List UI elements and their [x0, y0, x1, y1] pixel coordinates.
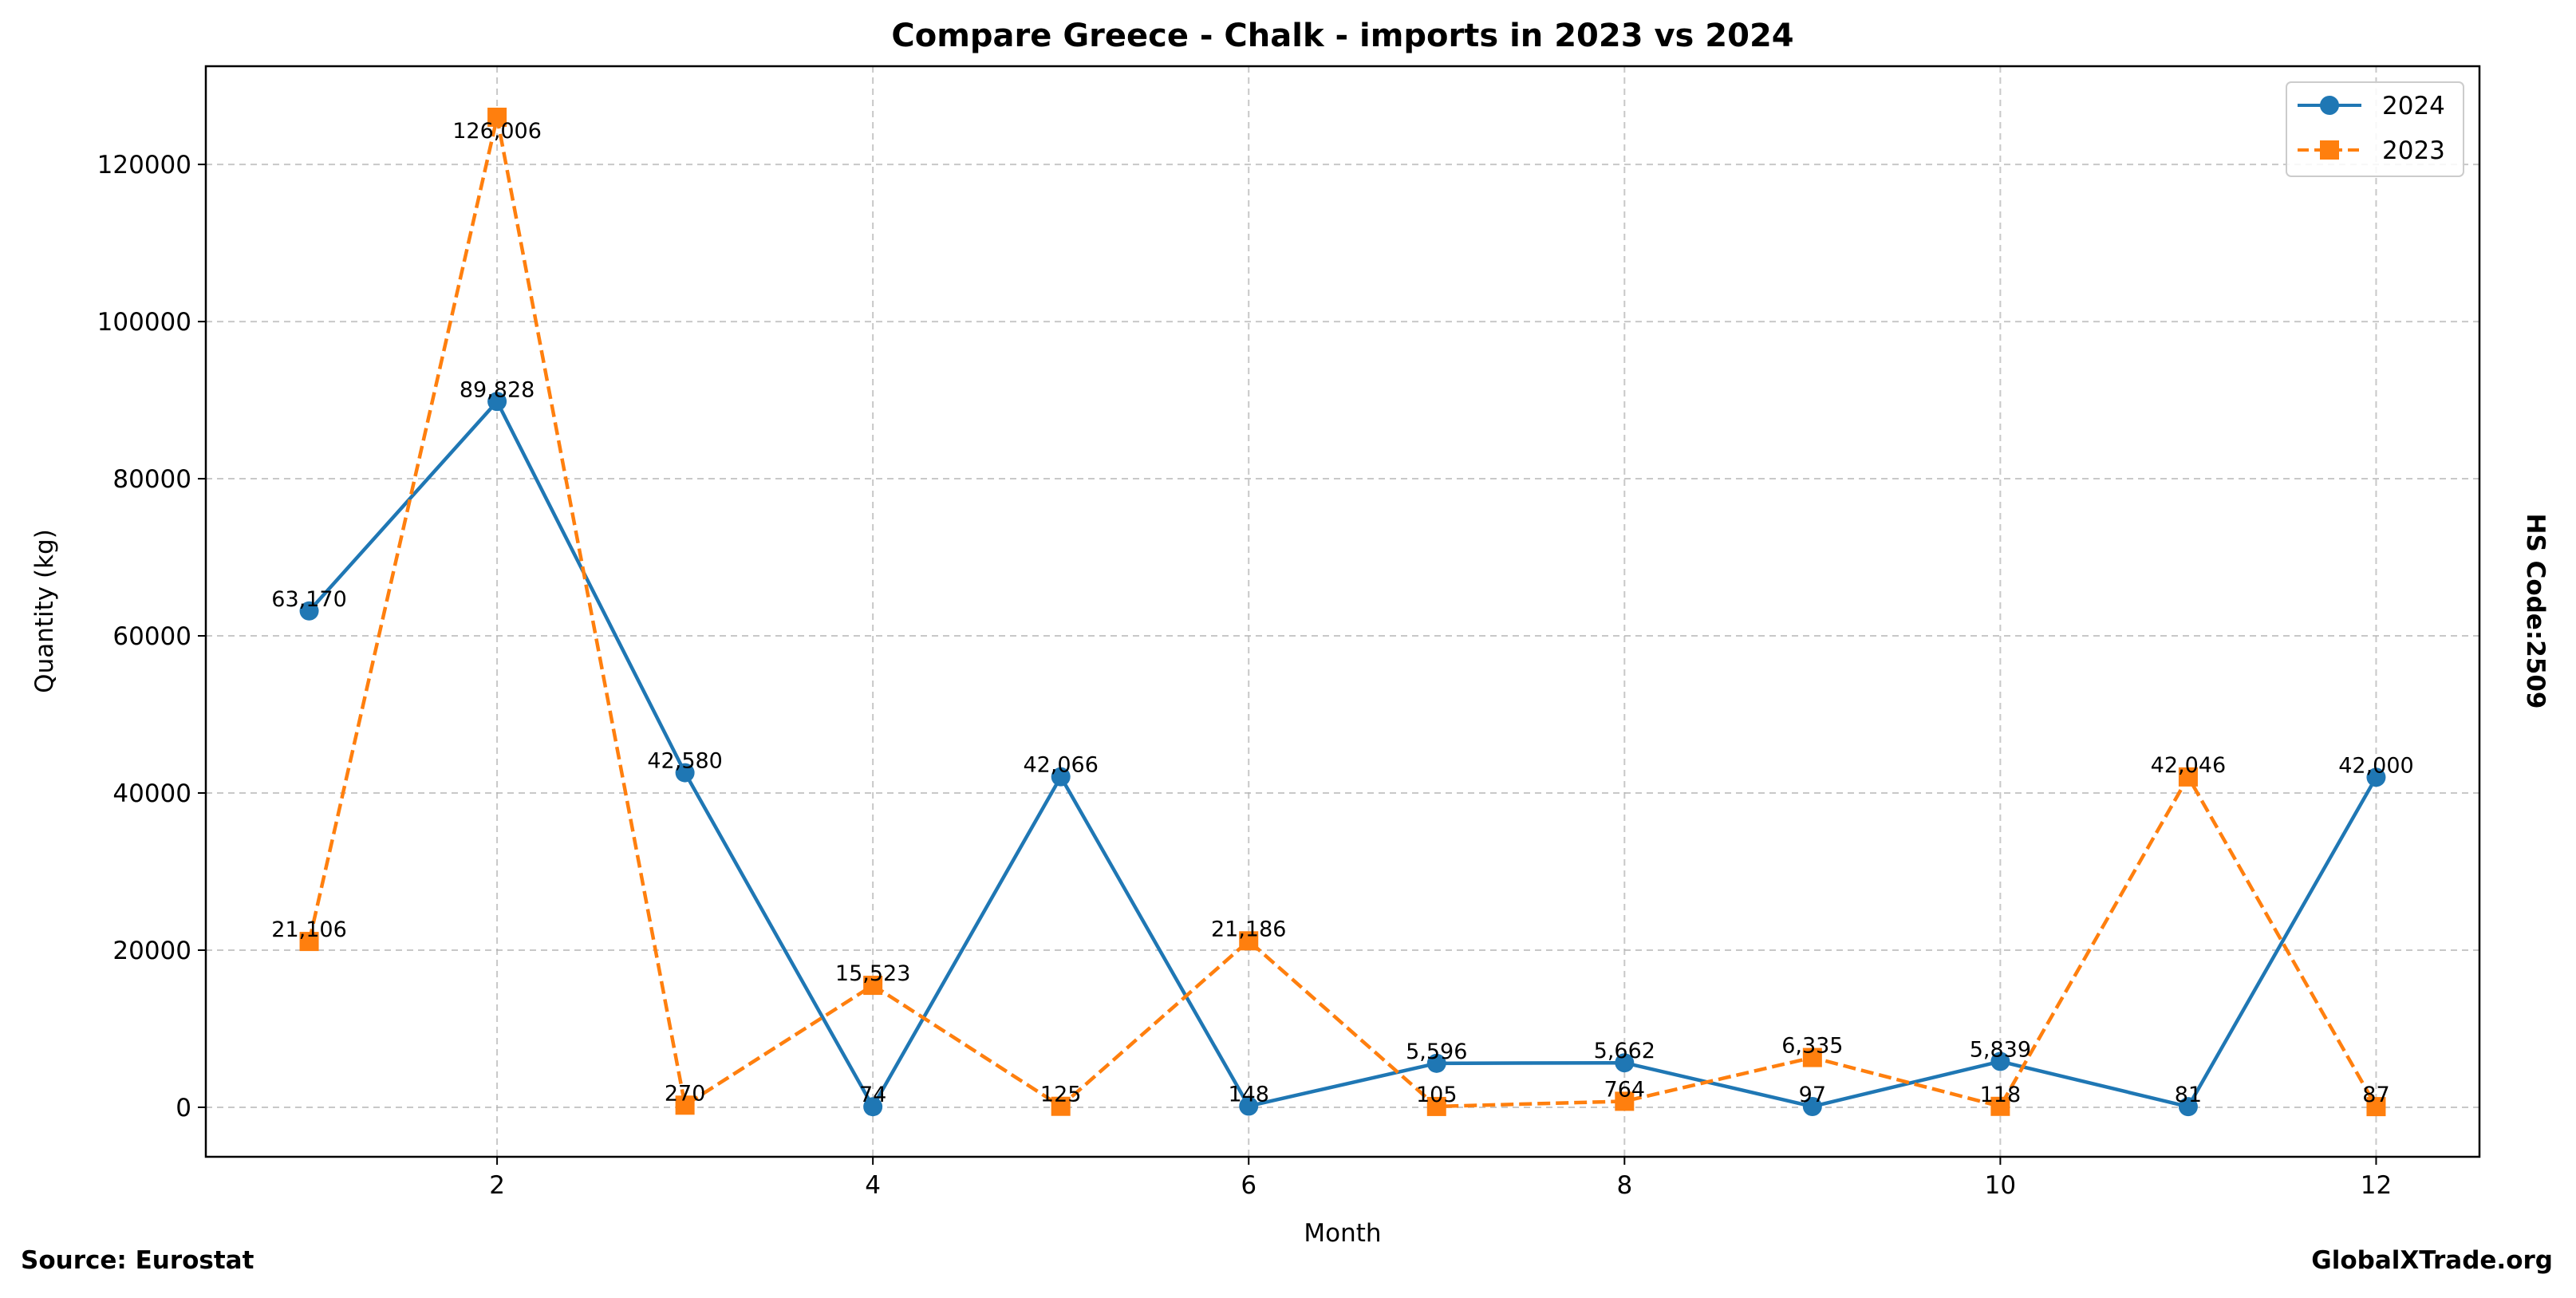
x-axis-label: Month [1304, 1219, 1381, 1248]
legend: 2024 2023 [2286, 81, 2464, 177]
legend-marker-2024 [2320, 96, 2339, 115]
data-label-2024: 5,662 [1594, 1039, 1655, 1063]
data-point-2024 [1426, 1053, 1446, 1073]
hs-code-label: HS Code:2509 [2521, 513, 2550, 708]
data-label-2024: 81 [2175, 1083, 2202, 1107]
x-tick-label: 10 [1985, 1171, 2016, 1200]
data-label-2023: 118 [1980, 1083, 2022, 1107]
data-point-2024 [2178, 1097, 2198, 1117]
data-point-2024 [863, 1097, 883, 1117]
data-point-2023 [1426, 1096, 1446, 1116]
chart-title: Compare Greece - Chalk - imports in 2023… [891, 18, 1793, 54]
source-label: Source: Eurostat [21, 1246, 254, 1275]
data-label-2023: 21,106 [271, 917, 346, 942]
data-label-2024: 5,596 [1406, 1040, 1467, 1064]
data-point-2024 [2366, 767, 2386, 787]
data-point-2023 [2366, 1097, 2386, 1117]
x-tick-label: 4 [865, 1171, 881, 1200]
data-label-2023: 42,046 [2151, 753, 2226, 778]
x-tick-label: 6 [1241, 1171, 1256, 1200]
grid [206, 66, 2479, 1157]
legend-label-2023: 2023 [2382, 136, 2445, 165]
data-point-2023 [1239, 931, 1259, 951]
data-point-2024 [1990, 1051, 2010, 1071]
data-point-2023 [1615, 1091, 1635, 1111]
y-tick-label: 80000 [112, 465, 191, 494]
data-point-2023 [487, 107, 507, 127]
data-label-2023: 6,335 [1781, 1034, 1843, 1059]
data-label-2024: 148 [1228, 1082, 1269, 1107]
data-point-2024 [675, 763, 695, 783]
data-point-2024 [487, 392, 507, 412]
data-label-2024: 63,170 [271, 587, 346, 612]
legend-label-2024: 2024 [2382, 92, 2445, 120]
y-tick-label: 60000 [112, 622, 191, 651]
x-tick-label: 2 [489, 1171, 505, 1200]
data-label-2024: 74 [859, 1083, 886, 1107]
data-label-2024: 42,000 [2338, 753, 2413, 778]
y-tick-label: 120000 [97, 151, 191, 180]
data-point-2024 [299, 601, 319, 621]
x-tick-label: 12 [2361, 1171, 2392, 1200]
data-label-2024: 97 [1799, 1083, 1826, 1107]
series-layer: 63,170 89,828 42,580 74 42,066 148 5,596 5,662 9… [271, 107, 2414, 1117]
data-label-2023: 21,186 [1211, 917, 1286, 941]
data-label-2024: 42,580 [647, 749, 722, 774]
data-label-2023: 270 [665, 1081, 706, 1106]
data-point-2024 [1051, 767, 1071, 787]
y-axis-label: Quantity (kg) [30, 529, 59, 693]
data-label-2023: 125 [1040, 1083, 1082, 1107]
data-point-2023 [863, 976, 883, 996]
data-point-2023 [299, 932, 319, 952]
data-label-2023: 764 [1604, 1077, 1646, 1102]
data-point-2024 [1802, 1096, 1822, 1116]
data-label-2023: 105 [1416, 1083, 1458, 1107]
watermark-label: GlobalXTrade.org [2311, 1246, 2553, 1275]
data-label-2023: 15,523 [835, 961, 910, 986]
series-line-2024 [307, 398, 2378, 1111]
series-line-2023 [307, 116, 2378, 1109]
plot-frame [204, 65, 2481, 1158]
data-label-2024: 42,066 [1023, 753, 1098, 778]
y-tick-label: 100000 [97, 308, 191, 337]
y-tick-label: 20000 [112, 937, 191, 965]
data-point-2023 [1802, 1047, 1822, 1067]
data-point-2024 [1615, 1053, 1635, 1073]
data-point-2023 [1990, 1096, 2010, 1116]
data-label-2024: 5,839 [1970, 1037, 2031, 1062]
legend-marker-2023 [2320, 140, 2339, 160]
y-tick-label: 40000 [112, 779, 191, 808]
data-point-2023 [2178, 767, 2198, 787]
ticks: 2 4 6 8 10 12 0 20000 40000 60000 80000 100000 12000… [97, 151, 2393, 1200]
y-tick-label: 0 [176, 1094, 191, 1122]
x-tick-label: 8 [1616, 1171, 1632, 1200]
data-label-2023: 126,006 [452, 119, 542, 144]
data-label-2024: 89,828 [460, 377, 535, 402]
data-point-2024 [1239, 1096, 1259, 1116]
data-label-2023: 87 [2362, 1083, 2389, 1107]
data-point-2023 [675, 1095, 695, 1115]
data-point-2023 [1051, 1096, 1071, 1116]
